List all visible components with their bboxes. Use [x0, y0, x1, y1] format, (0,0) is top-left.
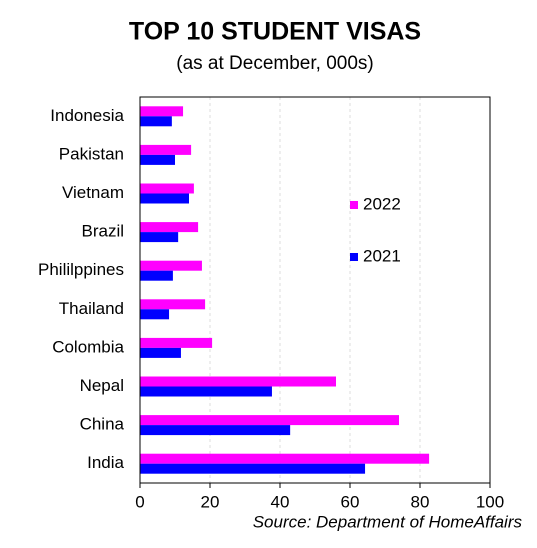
x-tick-label: 100: [476, 492, 504, 511]
bar: [140, 260, 202, 271]
bar: [140, 463, 366, 474]
bar: [140, 193, 189, 204]
bar: [140, 453, 430, 464]
legend-swatch: [350, 253, 358, 261]
y-tick-label: Indonesia: [50, 106, 124, 125]
y-tick-label: Brazil: [81, 222, 124, 241]
y-tick-label: Phililppines: [38, 260, 124, 279]
bar: [140, 347, 181, 358]
x-tick-label: 0: [135, 492, 144, 511]
y-tick-label: Vietnam: [62, 183, 124, 202]
bar: [140, 144, 192, 155]
bar: [140, 337, 213, 348]
y-tick-label: India: [87, 453, 124, 472]
bar: [140, 425, 291, 436]
y-tick-label: Colombia: [52, 337, 124, 356]
y-tick-label: China: [80, 415, 125, 434]
chart-subtitle: (as at December, 000s): [176, 53, 373, 74]
y-tick-label: Thailand: [59, 299, 124, 318]
bar: [140, 232, 179, 243]
legend-label: 2021: [363, 246, 401, 265]
x-tick-label: 20: [201, 492, 220, 511]
x-tick-label: 80: [411, 492, 430, 511]
chart-title: TOP 10 STUDENT VISAS: [129, 18, 421, 46]
bar: [140, 183, 194, 194]
x-tick-label: 60: [341, 492, 360, 511]
y-tick-label: Nepal: [80, 376, 124, 395]
bar: [140, 299, 206, 310]
plot-frame: [139, 96, 491, 484]
legend-label: 2022: [363, 194, 401, 213]
y-tick-label: Pakistan: [59, 144, 124, 163]
bar: [140, 376, 336, 387]
bar: [140, 222, 199, 233]
x-tick-label: 40: [271, 492, 290, 511]
legend-swatch: [350, 201, 358, 209]
bar: [140, 309, 170, 320]
source-note: Source: Department of HomeAffairs: [253, 512, 523, 531]
bar: [140, 116, 172, 127]
bar: [140, 270, 173, 281]
bar: [140, 415, 399, 426]
bar: [140, 106, 184, 117]
bar: [140, 386, 272, 397]
bar: [140, 154, 175, 165]
